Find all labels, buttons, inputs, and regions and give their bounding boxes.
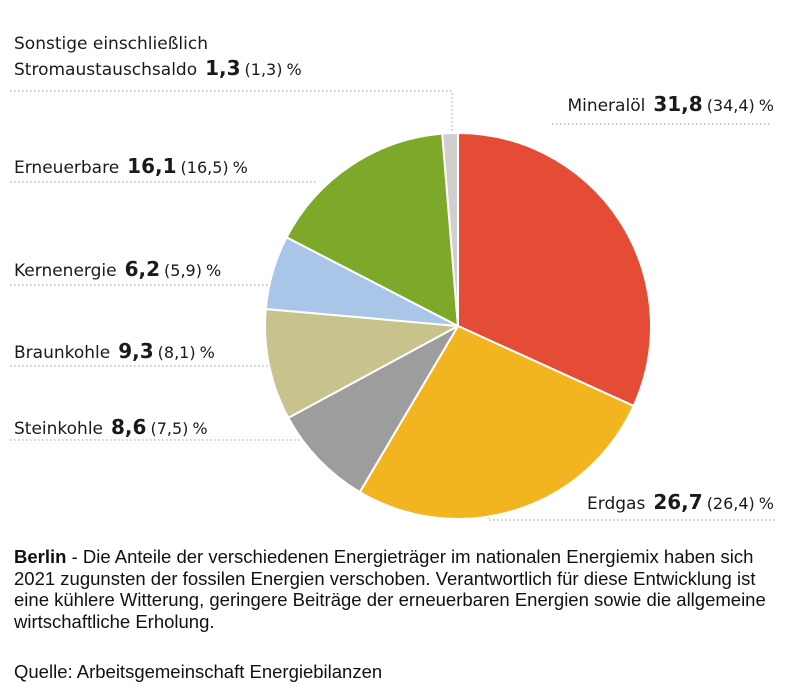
value-steinkohle: 8,6	[111, 415, 147, 439]
prev-steinkohle: (7,5)	[150, 419, 189, 438]
label-sonstige-line1: Sonstige einschließlich	[14, 34, 208, 54]
prev-erdgas: (26,4)	[706, 494, 755, 513]
unit-kernenergie: %	[205, 261, 222, 280]
caption-text: - Die Anteile der verschiedenen Energiet…	[14, 546, 766, 632]
unit-sonstige: %	[286, 60, 302, 79]
name-braunkohle: Braunkohle	[14, 343, 111, 363]
label-erdgas: Erdgas 26,7 (26,4)%	[587, 490, 774, 516]
value-braunkohle: 9,3	[118, 339, 154, 363]
name-erneuerbare: Erneuerbare	[14, 158, 120, 178]
leader-line	[10, 90, 453, 133]
slice-erneuerbare	[285, 132, 459, 327]
value-kernenergie: 6,2	[124, 257, 161, 281]
source-note: Quelle: Arbeitsgemeinschaft Energiebilan…	[14, 661, 383, 682]
name-mineraloel: Mineralöl	[567, 96, 646, 116]
caption: Berlin - Die Anteile der verschiedenen E…	[14, 546, 794, 632]
label-mineraloel: Mineralöl 31,8 (34,4)%	[567, 92, 774, 118]
prev-sonstige: (1,3)	[244, 60, 283, 79]
value-erneuerbare: 16,1	[127, 154, 177, 178]
label-kernenergie: Kernenergie 6,2 (5,9)%	[14, 257, 221, 283]
name-kernenergie: Kernenergie	[14, 261, 117, 281]
slice-steinkohle	[287, 325, 459, 494]
unit-braunkohle: %	[199, 343, 215, 362]
value-erdgas: 26,7	[653, 490, 703, 514]
prev-kernenergie: (5,9)	[164, 261, 202, 280]
name-steinkohle: Steinkohle	[14, 419, 104, 439]
unit-steinkohle: %	[192, 419, 208, 438]
caption-lead: Berlin	[14, 546, 67, 567]
slice-erdgas	[358, 325, 635, 520]
label-braunkohle: Braunkohle 9,3 (8,1)%	[14, 339, 215, 365]
prev-braunkohle: (8,1)	[157, 343, 196, 362]
label-steinkohle: Steinkohle 8,6 (7,5)%	[14, 415, 208, 441]
slice-mineraloel	[457, 132, 652, 407]
slice-braunkohle	[264, 308, 459, 419]
prev-mineraloel: (34,4)	[706, 96, 755, 115]
prev-erneuerbare: (16,5)	[180, 158, 229, 177]
unit-erdgas: %	[758, 494, 774, 513]
label-sonstige-line2: Stromaustauschsaldo	[14, 60, 198, 80]
name-erdgas: Erdgas	[587, 494, 646, 514]
slice-sonstige	[441, 131, 459, 327]
unit-mineraloel: %	[758, 96, 774, 115]
unit-erneuerbare: %	[232, 158, 248, 177]
pie-chart	[10, 90, 775, 521]
value-mineraloel: 31,8	[653, 92, 703, 116]
value-sonstige: 1,3	[205, 56, 241, 80]
pie-slices	[264, 131, 652, 520]
label-sonstige: Sonstige einschließlich Stromaustauschsa…	[14, 32, 302, 82]
label-erneuerbare: Erneuerbare 16,1 (16,5)%	[14, 154, 248, 180]
